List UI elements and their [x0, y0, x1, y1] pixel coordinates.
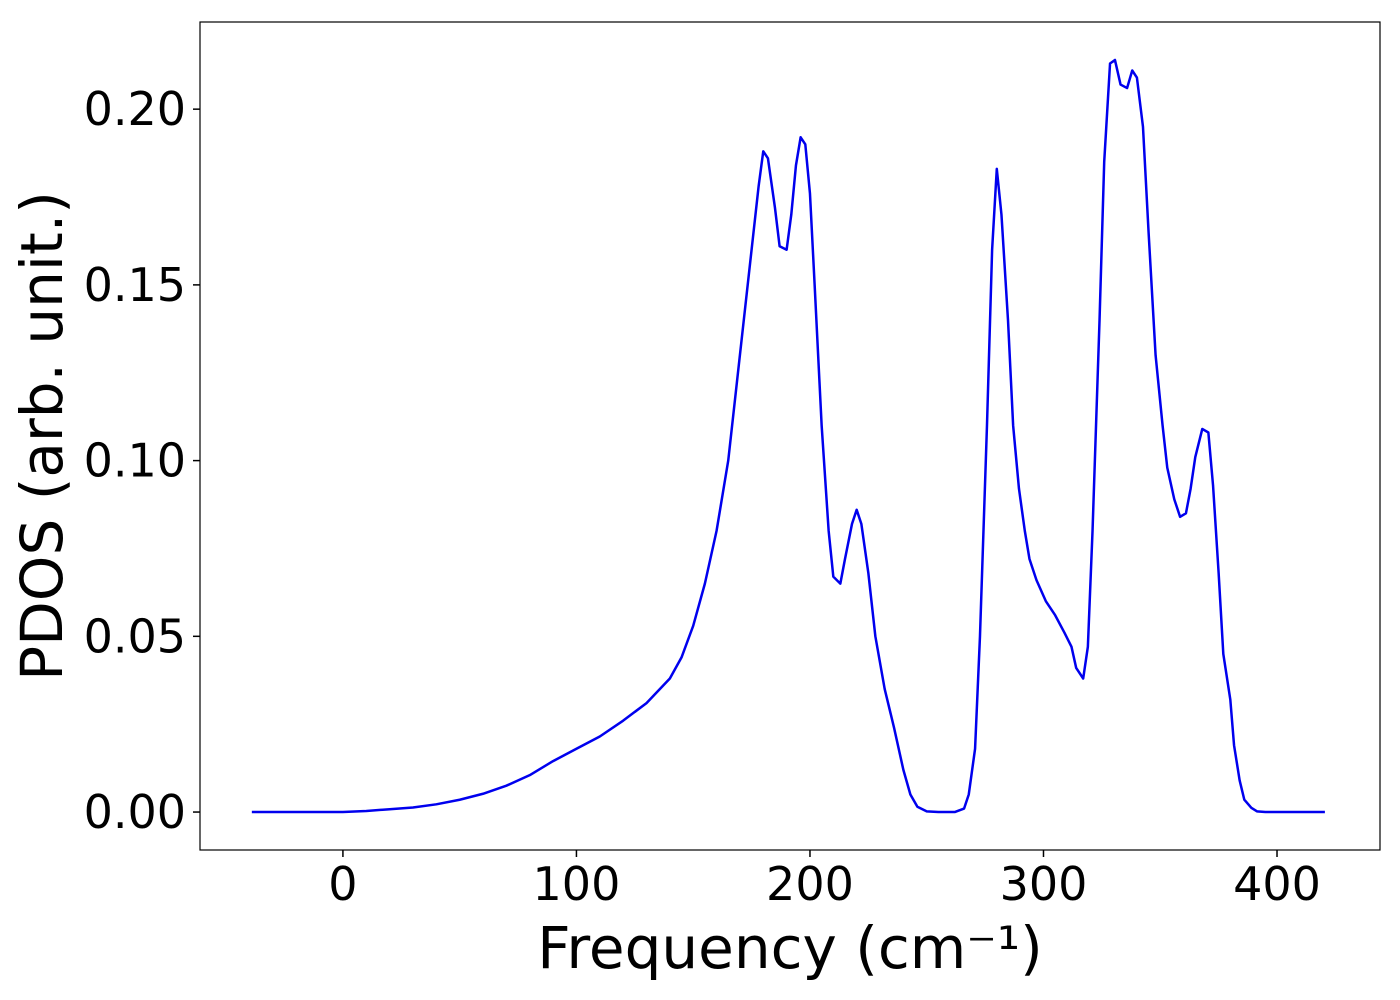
y-axis-label: PDOS (arb. unit.)	[8, 191, 76, 681]
x-axis-label: Frequency (cm⁻¹)	[537, 914, 1043, 982]
y-tick-label: 0.05	[84, 609, 186, 663]
x-tick-label: 100	[533, 857, 621, 911]
plot-frame	[199, 21, 1381, 851]
y-tick-label: 0.20	[84, 82, 186, 136]
y-tick-label: 0.00	[84, 785, 186, 839]
x-tick-label: 300	[1000, 857, 1088, 911]
x-tick-label: 400	[1233, 857, 1321, 911]
line	[251, 58, 1325, 814]
x-tick-label: 200	[766, 857, 854, 911]
y-tick-label: 0.10	[84, 434, 186, 488]
x-tick-label: 0	[328, 857, 357, 911]
y-tick-label: 0.15	[84, 258, 186, 312]
